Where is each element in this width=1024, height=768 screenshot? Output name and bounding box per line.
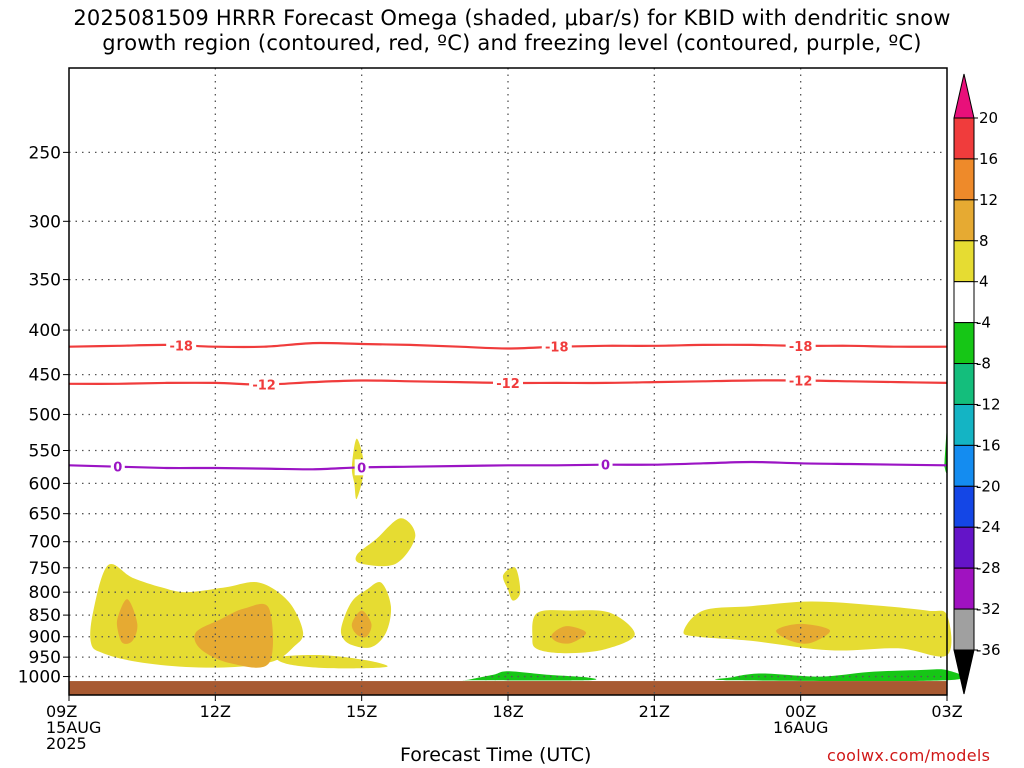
contour-label-bg <box>493 374 523 391</box>
omega-region <box>351 610 372 638</box>
colorbar-swatch <box>953 526 975 569</box>
omega-region <box>194 603 274 668</box>
chart-title-line-2: growth region (contoured, red, ºC) and f… <box>102 31 922 55</box>
omega-region <box>502 567 521 601</box>
contour-label-bg <box>354 459 369 476</box>
site-credit-link[interactable]: coolwx.com/models <box>827 746 991 765</box>
colorbar-swatch <box>953 281 975 324</box>
colorbar-swatch <box>953 322 975 365</box>
colorbar-swatch <box>953 444 975 487</box>
colorbar: 20 16 12 8 4 -4 -8 -12 -16 -20 -24 -28 -32 -36 <box>953 73 1001 695</box>
colorbar-label: -8 <box>976 355 991 373</box>
colorbar-swatch <box>953 363 975 405</box>
colorbar-label: -16 <box>976 436 1001 454</box>
y-tick-label: 300 <box>29 212 61 232</box>
y-axis: 2503003504004505005506006507007508008509… <box>18 143 69 688</box>
colorbar-label: -4 <box>976 314 991 332</box>
contour-label: -12 <box>496 377 520 392</box>
colorbar-swatch <box>953 199 975 242</box>
x-tick-label: 00Z <box>785 702 816 721</box>
y-tick-label: 650 <box>29 505 61 525</box>
x-tick-label: 2025 <box>46 734 87 753</box>
colorbar-swatch <box>953 567 975 610</box>
y-tick-label: 1000 <box>18 668 61 688</box>
colorbar-label: 16 <box>979 150 998 168</box>
contour-label: -12 <box>789 374 813 389</box>
omega-region <box>776 623 831 644</box>
y-tick-label: 400 <box>29 321 61 341</box>
colorbar-swatch <box>953 608 975 651</box>
colorbar-label: -12 <box>976 395 1001 413</box>
x-tick-label: 15Z <box>346 702 377 721</box>
x-tick-label: 16AUG <box>773 718 828 737</box>
contour-label-bg <box>785 372 816 389</box>
colorbar-swatch <box>953 158 975 201</box>
y-tick-label: 950 <box>29 648 61 668</box>
y-tick-label: 350 <box>29 271 61 291</box>
colorbar-label: -20 <box>976 477 1001 495</box>
y-tick-label: 500 <box>29 405 61 425</box>
omega-region <box>715 669 965 682</box>
x-tick-label: 03Z <box>931 702 962 721</box>
omega-region <box>459 671 597 681</box>
colorbar-label: -24 <box>976 518 1001 536</box>
omega-region <box>355 518 416 567</box>
x-tick-label: 15AUG <box>46 718 101 737</box>
x-tick-label: 18Z <box>492 702 523 721</box>
contour-label: 0 <box>113 461 122 476</box>
contour-label: -18 <box>545 341 569 356</box>
y-tick-label: 250 <box>29 143 61 163</box>
contour-label: -18 <box>789 340 813 355</box>
colorbar-label: 4 <box>979 273 989 291</box>
colorbar-label: -28 <box>976 559 1001 577</box>
contour-0 <box>68 460 948 471</box>
contour-lines: -18 -18 -18 -12 -12 -12 0 0 0 <box>68 337 948 476</box>
omega-region <box>551 626 587 644</box>
colorbar-swatch <box>953 403 975 446</box>
chart-title: 2025081509 HRRR Forecast Omega (shaded, … <box>0 6 1024 56</box>
y-tick-label: 850 <box>29 606 61 626</box>
colorbar-swatch <box>953 117 975 160</box>
contour-label: -12 <box>252 379 276 394</box>
contour-label: 0 <box>601 459 610 474</box>
omega-region <box>116 599 138 644</box>
omega-region <box>276 655 388 669</box>
y-tick-label: 700 <box>29 533 61 553</box>
colorbar-label: 12 <box>979 191 998 209</box>
colorbar-top-arrow <box>953 73 975 119</box>
y-tick-label: 550 <box>29 442 61 462</box>
contour-label: 0 <box>357 461 366 476</box>
y-tick-label: 900 <box>29 628 61 648</box>
chart-title-line-1: 2025081509 HRRR Forecast Omega (shaded, … <box>73 6 951 30</box>
omega-shading <box>90 429 965 682</box>
contour-label-bg <box>110 458 125 475</box>
contour-label-bg <box>249 376 280 393</box>
colorbar-swatch <box>953 485 975 528</box>
contour-label-bg <box>785 337 816 354</box>
colorbar-label: -36 <box>976 641 1001 659</box>
colorbar-bottom-arrow <box>953 649 975 695</box>
y-tick-label: 600 <box>29 474 61 494</box>
x-tick-label: 12Z <box>200 702 231 721</box>
terrain-layer <box>69 681 947 695</box>
contour-label-bg <box>166 337 197 354</box>
x-axis-title: Forecast Time (UTC) <box>400 744 592 766</box>
contour-label-bg <box>598 456 613 473</box>
terrain-band <box>69 681 947 695</box>
colorbar-label: 20 <box>979 109 998 127</box>
colorbar-label: 8 <box>979 232 989 250</box>
colorbar-label: -32 <box>976 600 1001 618</box>
colorbar-swatch <box>953 240 975 283</box>
x-tick-label: 09Z <box>46 702 77 721</box>
y-tick-label: 450 <box>29 366 61 386</box>
contour-label: -18 <box>169 339 193 354</box>
contour-label-bg <box>541 338 572 355</box>
x-tick-label: 21Z <box>639 702 670 721</box>
y-tick-label: 800 <box>29 583 61 603</box>
y-tick-label: 750 <box>29 559 61 579</box>
